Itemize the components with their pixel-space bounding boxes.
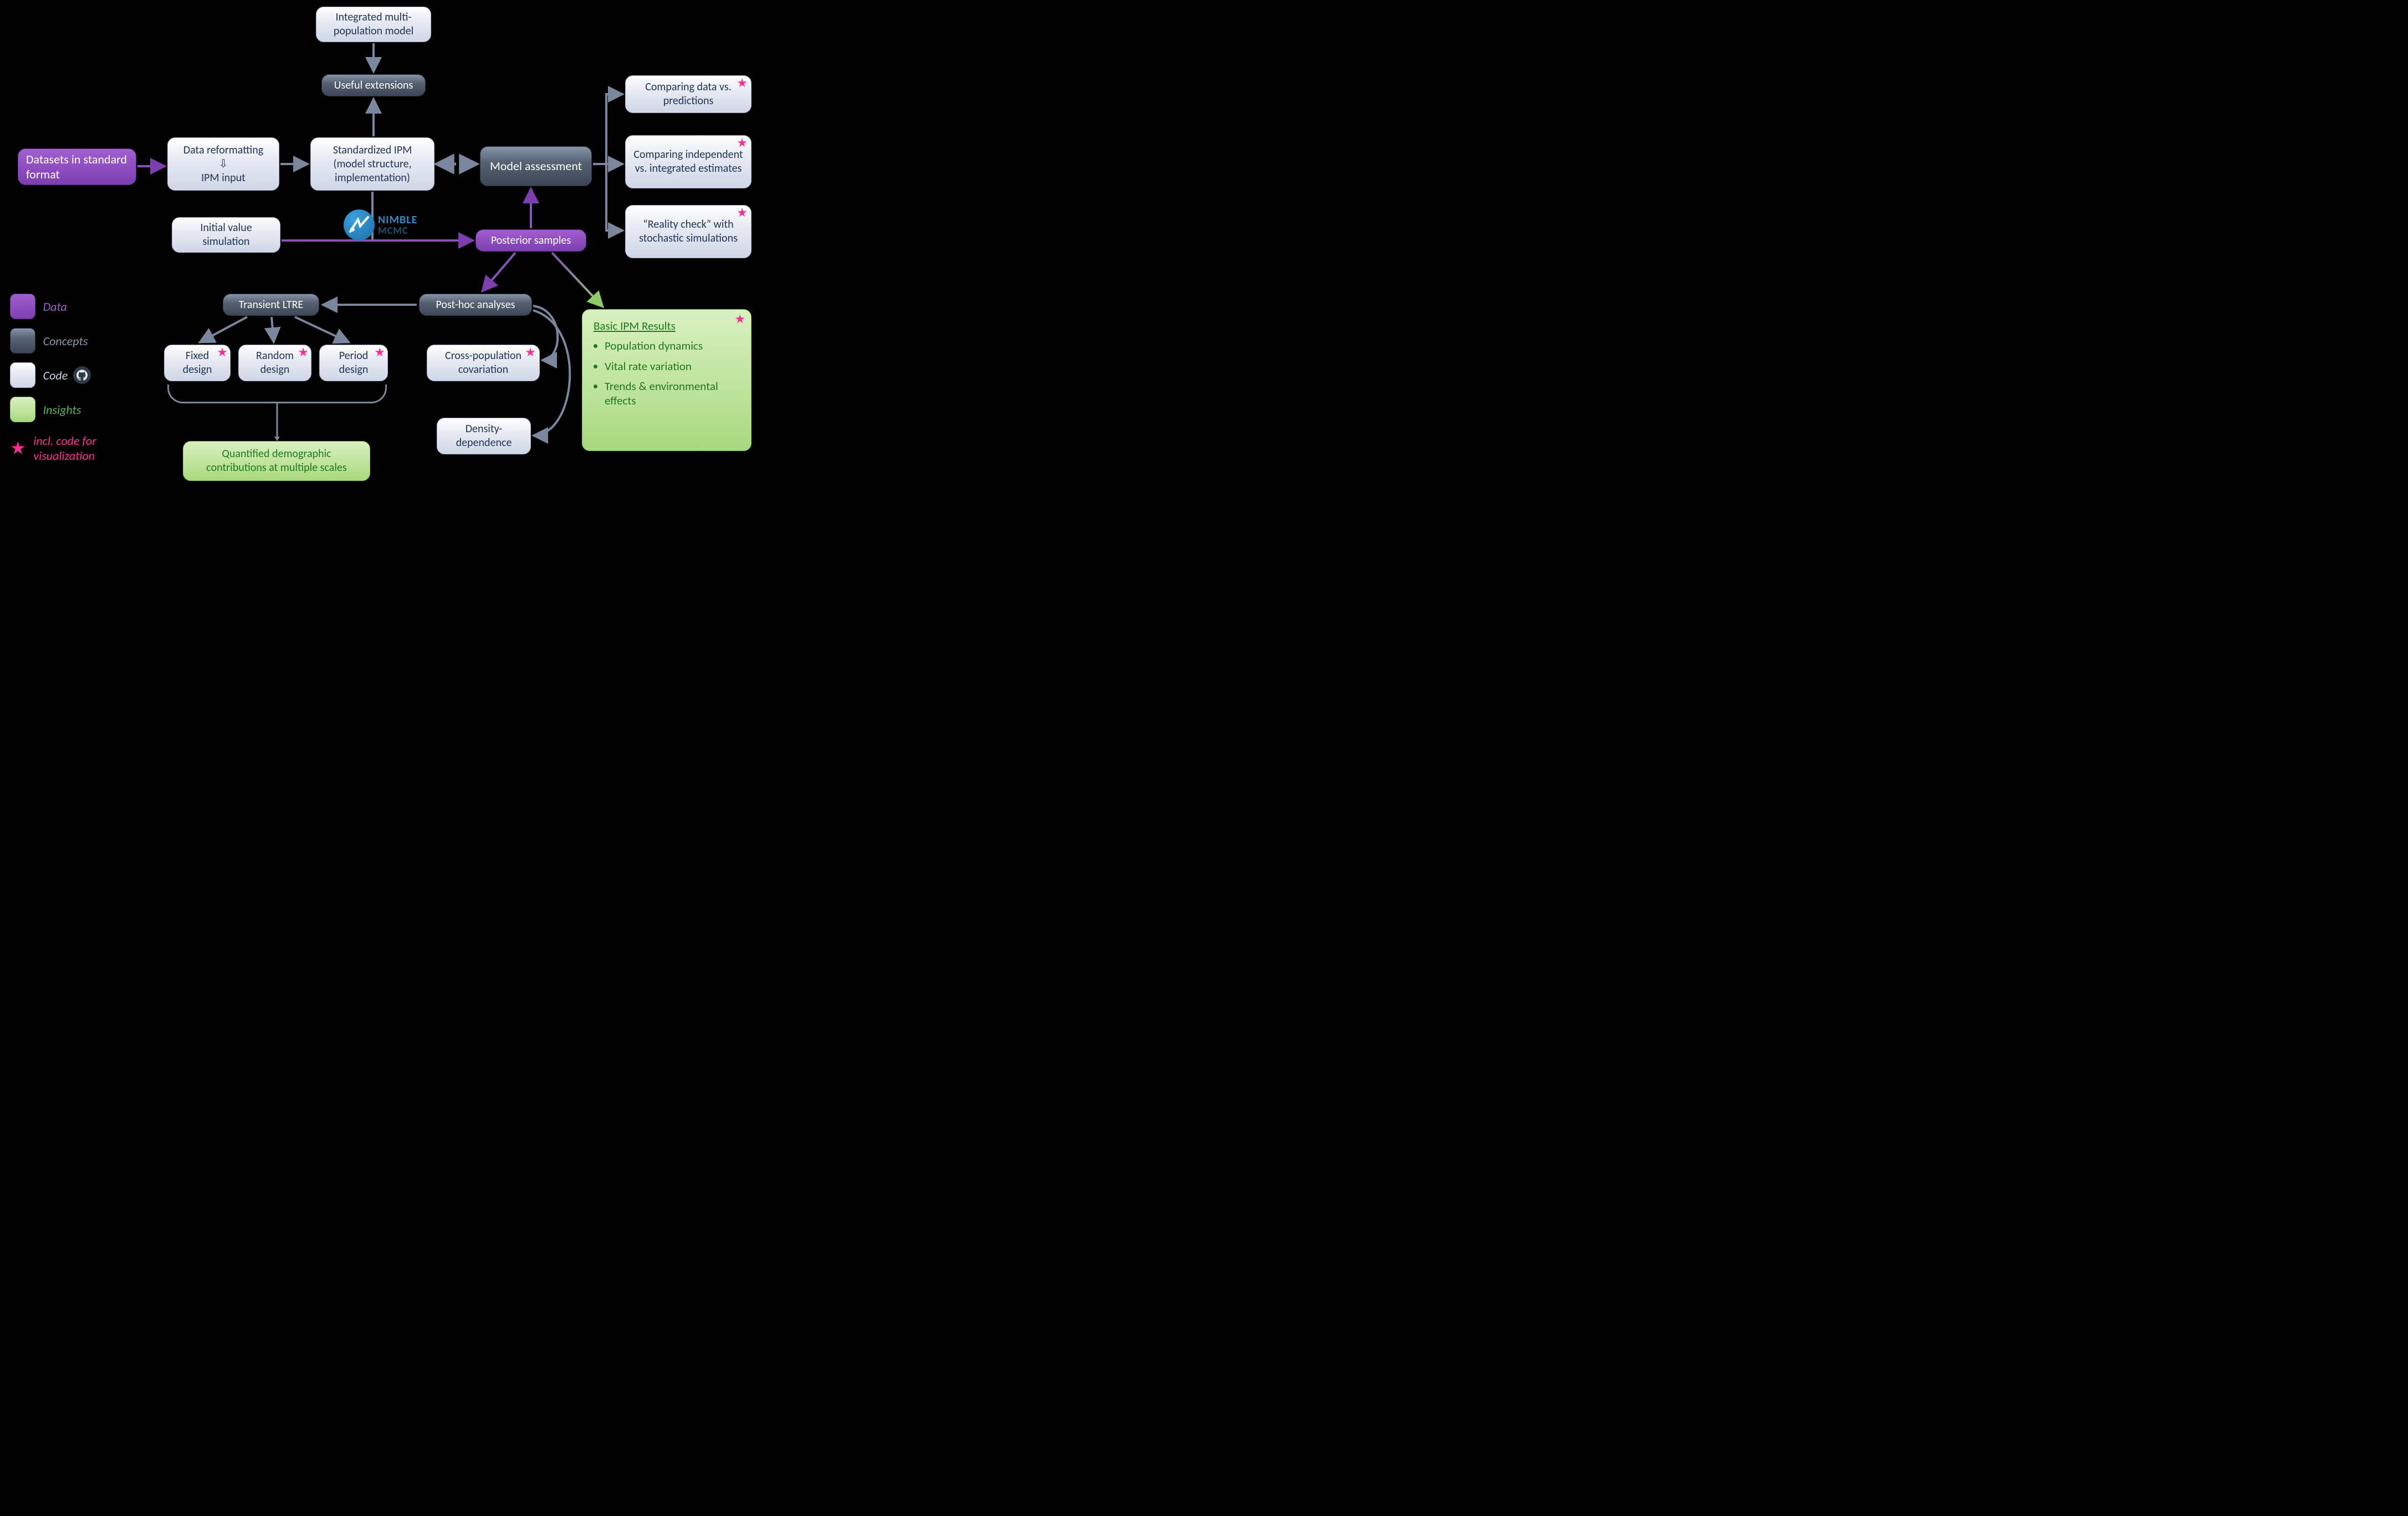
node-datasets: Datasets in standard format (18, 148, 136, 185)
legend-swatch-concepts (10, 328, 35, 354)
node-reality-check: “Reality check” with stochastic simulati… (625, 205, 751, 258)
nimble-label-1: NIMBLE (378, 214, 417, 226)
label: Post-hoc analyses (436, 298, 515, 312)
curly-brace (167, 385, 387, 403)
star-icon: ★ (737, 77, 748, 89)
results-title: Basic IPM Results (594, 319, 740, 333)
github-icon (73, 366, 91, 384)
nimble-label-2: MCMC (378, 226, 417, 235)
node-compare-independent: Comparing independent vs. integrated est… (625, 135, 751, 188)
node-transient-ltre: Transient LTRE (223, 294, 319, 316)
node-compare-predictions: Comparing data vs. predictions ★ (625, 75, 751, 113)
results-list: Population dynamics Vital rate variation… (594, 339, 740, 408)
star-icon: ★ (217, 346, 228, 358)
label: Density-dependence (445, 422, 523, 450)
legend-label: Data (43, 299, 67, 314)
label: Fixed design (172, 349, 222, 377)
legend-label: Concepts (43, 334, 88, 349)
legend-label: Code (43, 368, 68, 383)
legend-swatch-data (10, 294, 35, 319)
label: Comparing independent vs. integrated est… (633, 148, 743, 176)
label: Posterior samples (491, 234, 571, 248)
node-random-design: Random design ★ (238, 345, 311, 381)
node-crosspop-covariation: Cross-population covariation ★ (427, 345, 540, 381)
star-icon: ★ (298, 346, 309, 358)
node-standardized-ipm: Standardized IPM (model structure, imple… (310, 137, 434, 191)
node-quantified-contributions: Quantified demographic contributions at … (183, 441, 370, 481)
results-item: Population dynamics (605, 339, 740, 353)
label: Transient LTRE (239, 298, 303, 312)
label: Random design (247, 349, 303, 377)
label: “Reality check” with stochastic simulati… (633, 218, 743, 245)
label: Standardized IPM (model structure, imple… (319, 144, 426, 185)
label: Period design (328, 349, 380, 377)
label: Model assessment (490, 158, 582, 174)
node-posthoc-analyses: Post-hoc analyses (419, 294, 532, 316)
node-period-design: Period design ★ (319, 345, 388, 381)
label: Datasets in standard format (26, 152, 128, 182)
node-model-assessment: Model assessment (480, 146, 592, 186)
label: Quantified demographic contributions at … (191, 447, 362, 475)
nimble-icon (344, 209, 375, 240)
node-basic-ipm-results: Basic IPM Results Population dynamics Vi… (582, 309, 751, 451)
node-initial-value-sim: Initial value simulation (172, 217, 280, 253)
legend-star-note: incl. code for visualization (33, 433, 127, 463)
results-item: Vital rate variation (605, 359, 740, 373)
label: Data reformatting ⇩ IPM input (183, 144, 263, 185)
legend-swatch-code (10, 362, 35, 388)
label: Initial value simulation (180, 221, 272, 249)
node-useful-extensions: Useful extensions (321, 74, 426, 96)
star-icon: ★ (737, 207, 748, 219)
label: Useful extensions (334, 79, 413, 93)
star-icon: ★ (525, 346, 536, 358)
node-density-dependence: Density-dependence (437, 418, 531, 454)
nimble-badge: NIMBLE MCMC (344, 209, 417, 240)
node-data-reformatting: Data reformatting ⇩ IPM input (167, 137, 279, 191)
star-icon: ★ (737, 137, 748, 149)
legend-swatch-insights (10, 397, 35, 422)
legend: Data Concepts Code Insights ★ incl. code… (10, 294, 127, 463)
label: Integrated multi-population model (324, 11, 423, 38)
node-posterior-samples: Posterior samples (476, 229, 586, 252)
star-icon: ★ (374, 346, 385, 358)
brace-down-arrow (274, 410, 280, 441)
results-item: Trends & environmental effects (605, 379, 740, 408)
node-integrated-multipop: Integrated multi-population model (316, 7, 431, 42)
label: Cross-population covariation (435, 349, 531, 377)
star-icon: ★ (734, 313, 745, 325)
node-fixed-design: Fixed design ★ (164, 345, 231, 381)
label: Comparing data vs. predictions (633, 80, 743, 108)
legend-label: Insights (43, 402, 81, 417)
star-icon: ★ (10, 438, 26, 459)
